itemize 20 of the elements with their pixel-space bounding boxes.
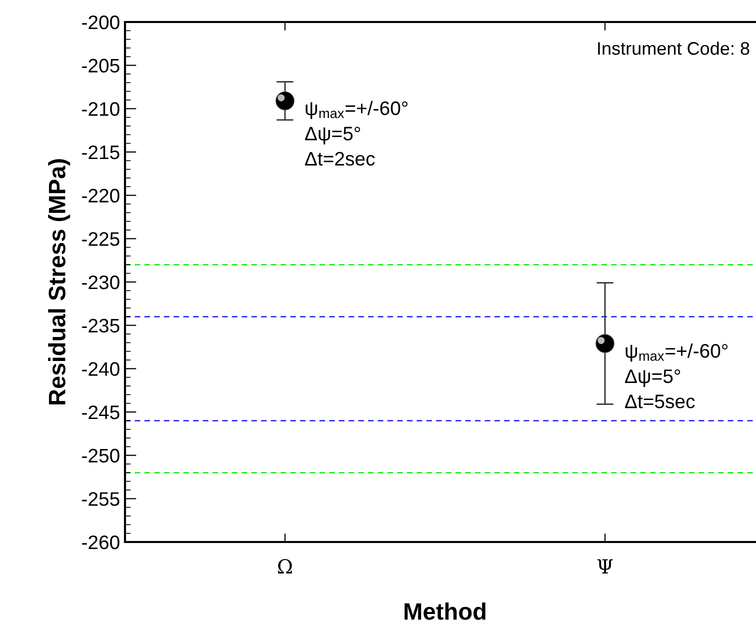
y-tick-label: -245 [82, 405, 120, 420]
x-axis-title: Method [404, 602, 486, 620]
y-axis-title: Residual Stress (MPa) [48, 159, 70, 404]
annotation: Instrument Code: 8 [598, 42, 750, 55]
y-tick-label: -240 [82, 362, 120, 376]
x-tick-label: Ω [278, 559, 292, 574]
y-tick-label: -205 [82, 58, 120, 73]
y-tick-label: -210 [82, 102, 120, 116]
y-tick-label: -220 [82, 188, 120, 203]
y-tick-label: -255 [82, 492, 120, 506]
annotation: ψ$_{max}$=+/-60° Δψ=5° Δt=5sec [625, 344, 728, 408]
y-tick-label: -250 [82, 448, 120, 463]
y-tick-label: -260 [82, 535, 120, 550]
y-tick-label: -225 [82, 232, 120, 246]
annotation: ψ$_{max}$=+/-60° Δψ=5° Δt=2sec [305, 100, 408, 166]
y-tick-label: -235 [82, 318, 120, 333]
x-tick-label: Ψ [597, 559, 613, 574]
y-tick-label: -200 [82, 15, 120, 30]
y-tick-label: -215 [82, 145, 120, 160]
y-tick-label: -230 [82, 275, 120, 290]
